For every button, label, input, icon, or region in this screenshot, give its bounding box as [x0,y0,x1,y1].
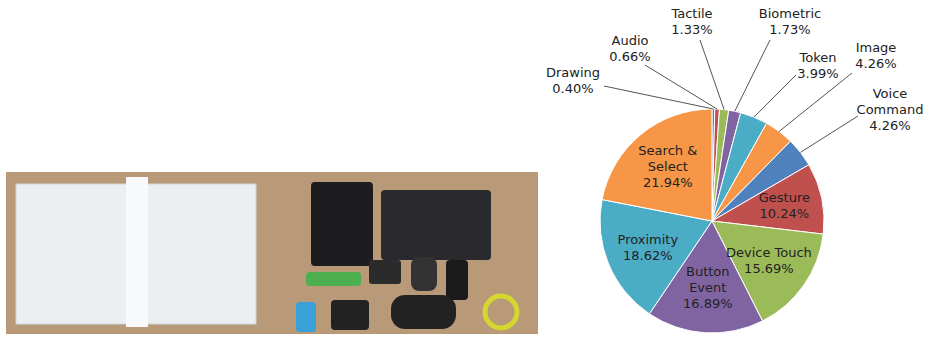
svg-text:Gesture10.24%: Gesture10.24% [759,190,810,221]
svg-text:VoiceCommand4.26%: VoiceCommand4.26% [857,86,924,133]
svg-text:Drawing0.40%: Drawing0.40% [546,65,600,96]
svg-text:Device Touch15.69%: Device Touch15.69% [726,245,812,276]
svg-text:Audio0.66%: Audio0.66% [609,33,650,64]
svg-text:ButtonEvent16.89%: ButtonEvent16.89% [683,264,733,311]
svg-text:Image4.26%: Image4.26% [855,40,896,71]
svg-text:Proximity18.62%: Proximity18.62% [618,232,679,263]
svg-text:Tactile1.33%: Tactile1.33% [670,6,712,37]
svg-text:Search &Select21.94%: Search &Select21.94% [638,143,697,190]
svg-text:Biometric1.73%: Biometric1.73% [759,6,821,37]
svg-text:Token3.99%: Token3.99% [797,50,838,81]
